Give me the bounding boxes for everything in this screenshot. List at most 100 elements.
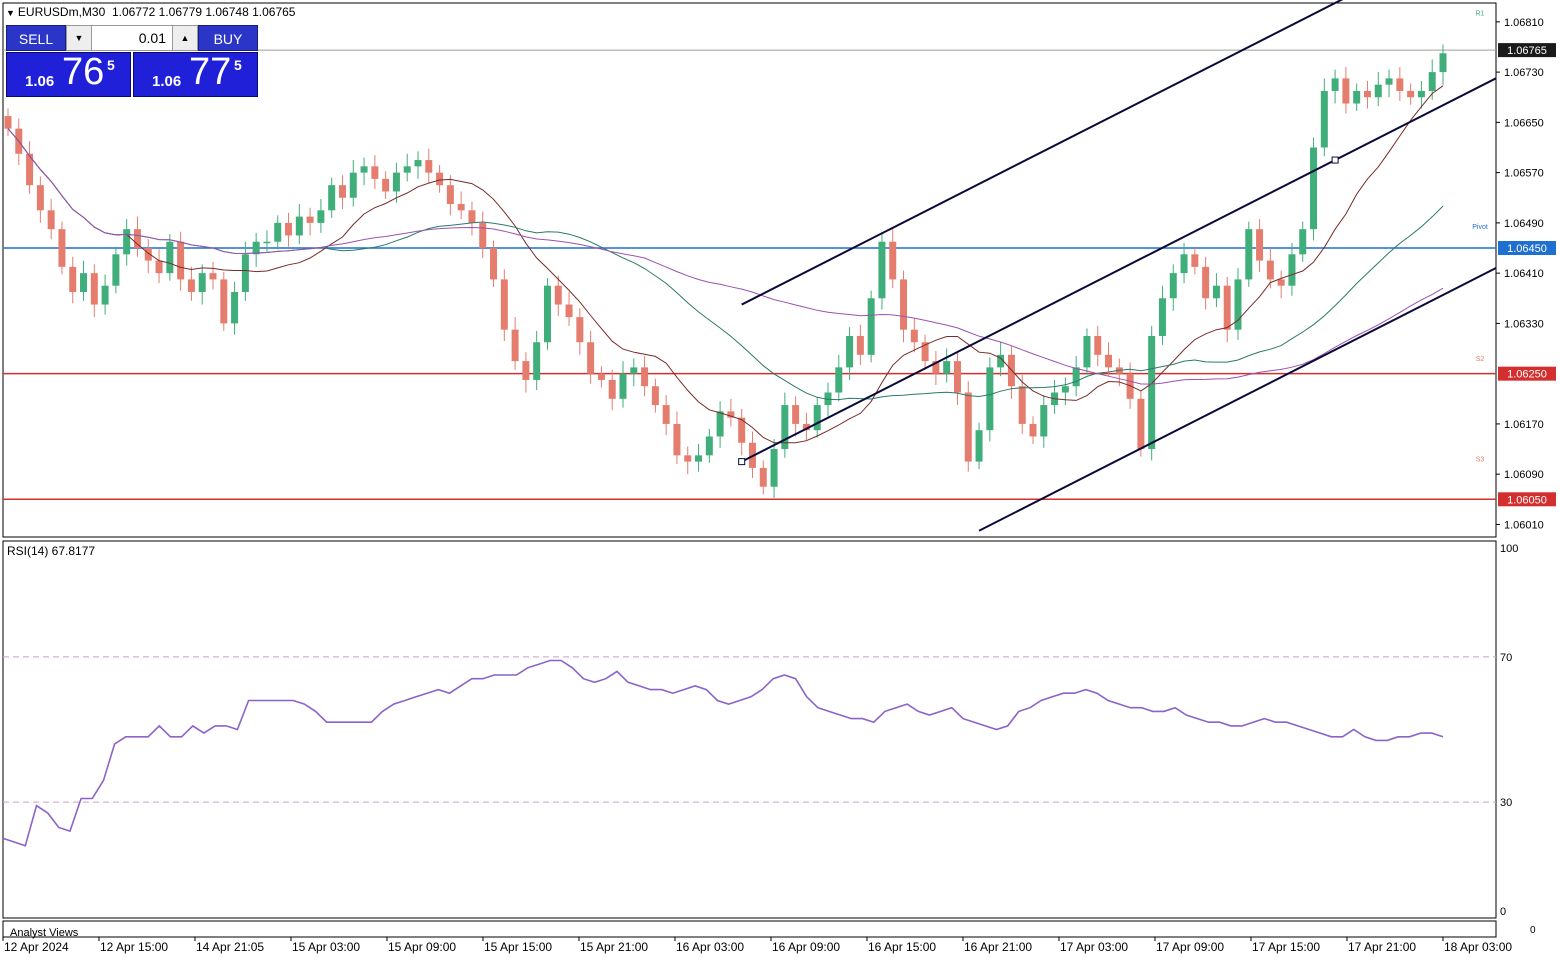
candle-body <box>900 279 908 330</box>
rsi-line <box>2 659 1444 847</box>
ask-prefix: 1.06 <box>152 73 182 90</box>
candle-body <box>285 222 293 236</box>
candle-body <box>986 367 994 431</box>
candle-body <box>1407 90 1415 98</box>
candle-body <box>209 273 217 280</box>
level-price-label-1: 1.06250 <box>1507 369 1547 381</box>
candle-body <box>641 367 649 387</box>
channel-middle-line[interactable] <box>741 77 1497 463</box>
candle-body <box>856 335 864 355</box>
candle-body <box>306 216 314 223</box>
candle-body <box>997 354 1005 368</box>
price-tick-label-1: 1.06730 <box>1504 67 1544 79</box>
candle-body <box>759 467 767 487</box>
candle-body <box>824 392 832 406</box>
candle-body <box>155 260 163 274</box>
channel-anchor-handle[interactable] <box>1331 156 1339 164</box>
channel-upper-line[interactable] <box>741 0 1496 306</box>
time-tick-label-2: 14 Apr 21:05 <box>196 940 264 954</box>
channel-anchor-handle[interactable] <box>738 458 746 466</box>
price-tick-label-2: 1.06650 <box>1504 117 1544 129</box>
candle-body <box>651 386 659 406</box>
time-tick-label-5: 15 Apr 15:00 <box>484 940 552 954</box>
candle-body <box>1266 260 1274 280</box>
rsi-level-label-30: 30 <box>1500 797 1512 809</box>
candle-body <box>1191 254 1199 267</box>
dropdown-triangle-icon[interactable]: ▼ <box>6 8 15 18</box>
candle-body <box>4 116 12 129</box>
candle-body <box>231 291 239 324</box>
bottom-panel-zero-label: 0 <box>1530 925 1536 936</box>
candle-body <box>1428 72 1436 91</box>
price-tick-label-8: 1.06090 <box>1504 469 1544 481</box>
candle-body <box>1331 78 1339 91</box>
chart-header: ▼ EURUSDm,M30 1.06772 1.06779 1.06748 1.0… <box>6 5 295 19</box>
candle-body <box>1029 423 1037 437</box>
candle-body <box>392 172 400 192</box>
time-tick-label-6: 15 Apr 21:00 <box>580 940 648 954</box>
candle-body <box>446 185 454 205</box>
candle-body <box>198 273 206 292</box>
moving-average-slow <box>7 128 1444 385</box>
candle-body <box>1040 405 1048 437</box>
candle-body <box>252 241 260 255</box>
buy-button[interactable]: BUY <box>198 25 258 51</box>
price-tick-label-9: 1.06010 <box>1504 519 1544 531</box>
candle-body <box>328 185 336 211</box>
candle-body <box>511 329 519 362</box>
rsi-level-label-100: 100 <box>1500 543 1518 555</box>
time-tick-label-8: 16 Apr 09:00 <box>772 940 840 954</box>
volume-increase-icon[interactable]: ▲ <box>172 25 198 51</box>
ohlc-values: 1.06772 1.06779 1.06748 1.06765 <box>111 5 296 19</box>
bid-price-button[interactable]: 1.06 76 5 <box>6 51 131 97</box>
candle-body <box>953 361 961 393</box>
candle-body <box>587 342 595 374</box>
moving-average-fast <box>7 85 1444 444</box>
candle-body <box>371 166 379 179</box>
candle-body <box>878 241 886 299</box>
bid-pipette: 5 <box>107 57 115 73</box>
candle-body <box>1212 285 1220 299</box>
price-tick-label-6: 1.06330 <box>1504 318 1544 330</box>
channel-lower-line[interactable] <box>978 267 1497 532</box>
candle-body <box>943 361 951 374</box>
current-price-tag <box>1498 43 1556 58</box>
sell-button[interactable]: SELL <box>6 25 66 51</box>
time-tick-label-13: 17 Apr 15:00 <box>1252 940 1320 954</box>
candle-body <box>338 185 346 198</box>
candle-body <box>975 430 983 462</box>
one-click-trade-panel: SELL ▼ ▲ BUY 1.06 76 5 1.06 77 5 <box>6 25 258 97</box>
candle-body <box>187 279 195 292</box>
level-price-tag-0 <box>1498 241 1556 256</box>
candle-body <box>543 285 551 343</box>
candle-body <box>1353 90 1361 104</box>
price-tick-label-7: 1.06170 <box>1504 419 1544 431</box>
time-tick-label-0: 12 Apr 2024 <box>4 940 69 954</box>
candle-body <box>274 222 282 242</box>
candle-body <box>295 216 303 236</box>
candle-body <box>1396 78 1404 91</box>
ask-price-button[interactable]: 1.06 77 5 <box>133 51 258 97</box>
bottom-panel-frame <box>2 920 1497 938</box>
candle-body <box>1223 285 1231 330</box>
pivot-tag-pivot: Pivot <box>1472 224 1488 231</box>
candle-body <box>1158 298 1166 336</box>
candle-body <box>533 342 541 380</box>
candle-body <box>349 172 357 198</box>
candle-body <box>770 449 778 487</box>
candle-body <box>1083 335 1091 368</box>
candle-body <box>1320 90 1328 148</box>
candle-body <box>490 248 498 280</box>
volume-input[interactable] <box>92 25 172 51</box>
time-tick-label-4: 15 Apr 09:00 <box>388 940 456 954</box>
candle-body <box>1018 386 1026 424</box>
time-tick-label-12: 17 Apr 09:00 <box>1156 940 1224 954</box>
candle-body <box>1169 273 1177 299</box>
candle-body <box>58 229 66 267</box>
rsi-label: RSI(14) 67.8177 <box>7 544 95 558</box>
time-tick-label-9: 16 Apr 15:00 <box>868 940 936 954</box>
candle-body <box>1180 254 1188 274</box>
candle-body <box>36 185 44 211</box>
volume-decrease-icon[interactable]: ▼ <box>66 25 92 51</box>
